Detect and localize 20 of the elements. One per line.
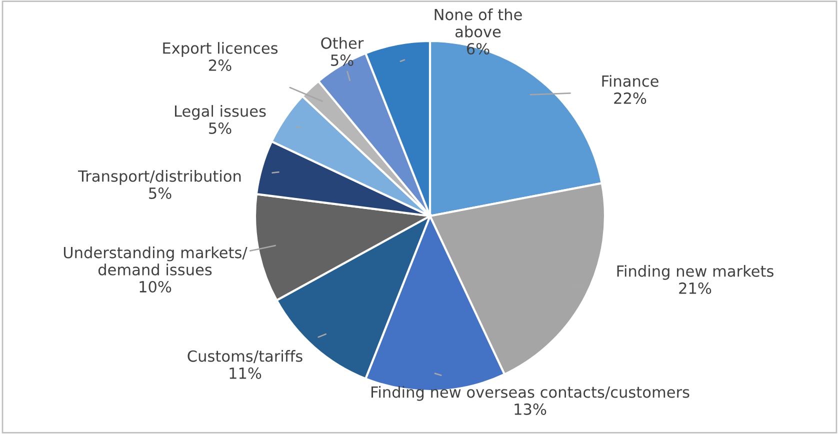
data-label: 22%: [614, 92, 646, 104]
data-label: 21%: [679, 282, 712, 294]
data-label: 5%: [331, 54, 354, 66]
data-label: 11%: [230, 367, 262, 379]
data-label: 5%: [209, 122, 232, 134]
slice-label: Finding new markets: [617, 265, 774, 280]
slice-label: Legal issues: [174, 105, 266, 120]
slice-label: Finance: [602, 75, 658, 87]
slice-label: Transport/distribution: [78, 170, 241, 185]
slice-label: Customs/tariffs: [188, 350, 302, 364]
slice-label: Export licences: [163, 42, 278, 57]
slice-label: None of the above: [434, 8, 522, 38]
data-label: 13%: [514, 403, 546, 415]
data-label: 10%: [140, 280, 172, 293]
slice-label: Other: [321, 37, 364, 49]
data-label: 5%: [149, 187, 172, 199]
data-label: 2%: [209, 59, 232, 71]
data-label: 6%: [466, 42, 490, 55]
slice-label: Understanding markets/ demand issues: [64, 246, 248, 276]
slice-label: Finding new overseas contacts/customers: [371, 386, 690, 401]
